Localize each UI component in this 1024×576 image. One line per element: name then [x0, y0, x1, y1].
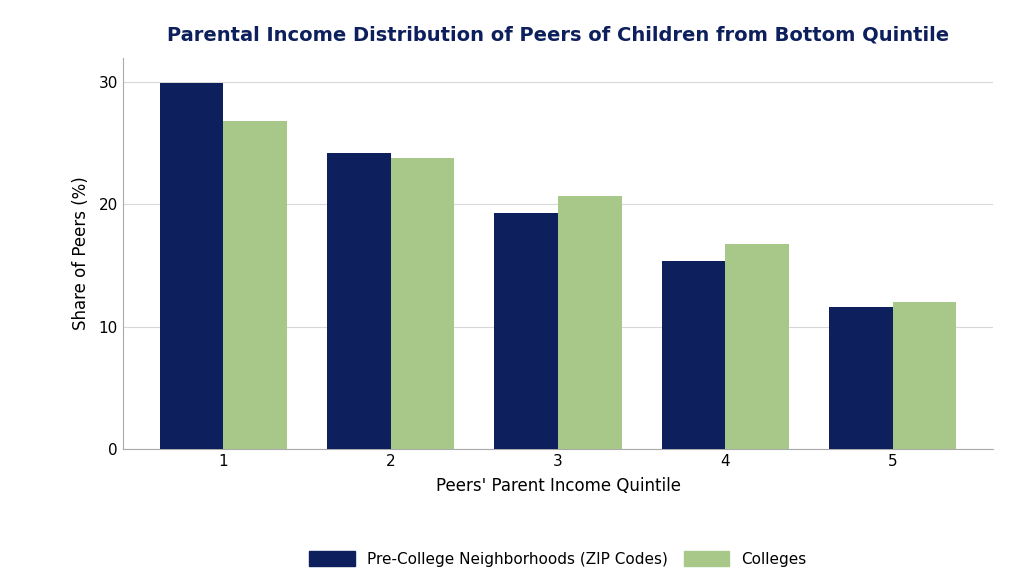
- Bar: [327, 153, 391, 449]
- Bar: [725, 244, 790, 449]
- Bar: [829, 308, 893, 449]
- Bar: [495, 213, 558, 449]
- Bar: [558, 196, 622, 449]
- Title: Parental Income Distribution of Peers of Children from Bottom Quintile: Parental Income Distribution of Peers of…: [167, 26, 949, 45]
- Bar: [893, 302, 956, 449]
- Bar: [391, 158, 455, 449]
- Y-axis label: Share of Peers (%): Share of Peers (%): [73, 177, 90, 330]
- Bar: [223, 122, 287, 449]
- Bar: [662, 261, 725, 449]
- Legend: Pre-College Neighborhoods (ZIP Codes), Colleges: Pre-College Neighborhoods (ZIP Codes), C…: [302, 543, 814, 574]
- Bar: [160, 84, 223, 449]
- X-axis label: Peers' Parent Income Quintile: Peers' Parent Income Quintile: [435, 478, 681, 495]
